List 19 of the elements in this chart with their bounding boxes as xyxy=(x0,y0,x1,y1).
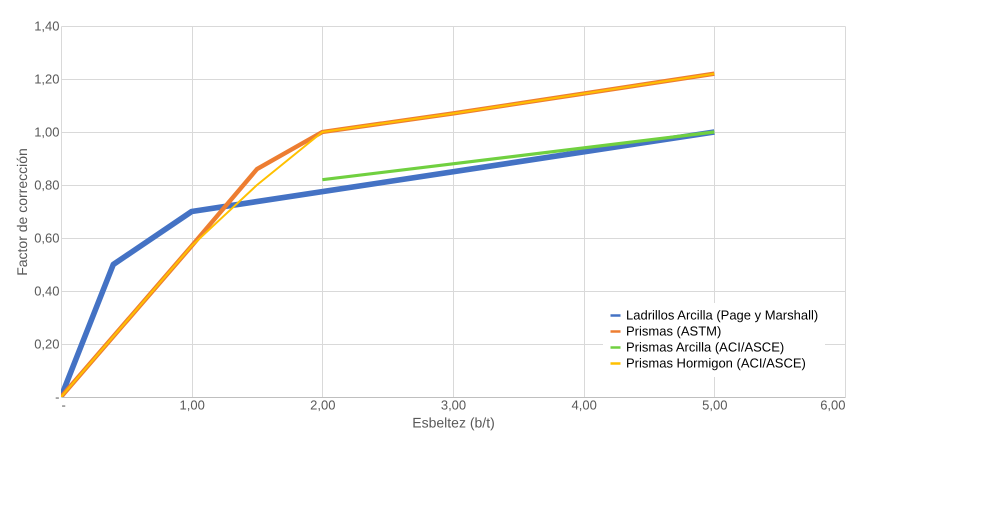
y-tick-label: 1,20 xyxy=(34,72,60,86)
x-tick-label: 3,00 xyxy=(440,398,466,412)
x-tick-label: 4,00 xyxy=(572,398,597,412)
y-axis-title: Factor de corrección xyxy=(14,148,30,276)
y-tick-label: 1,40 xyxy=(34,18,60,34)
y-tick-label: 0,20 xyxy=(34,336,60,352)
legend-label: Ladrillos Arcilla (Page y Marshall) xyxy=(626,308,818,322)
x-tick-label: 1,00 xyxy=(180,398,205,412)
legend-label: Prismas Arcilla (ACI/ASCE) xyxy=(626,340,784,354)
y-tick-label: 1,00 xyxy=(34,124,60,140)
legend-label: Prismas (ASTM) xyxy=(626,324,722,338)
x-tick-label: 5,00 xyxy=(702,398,728,412)
y-tick-label: 0,60 xyxy=(34,230,60,246)
x-tick-label: 2,00 xyxy=(310,398,336,412)
x-axis-title: Esbeltez (b/t) xyxy=(412,414,495,430)
y-tick-label: 0,40 xyxy=(34,284,60,298)
y-tick-label: 0,80 xyxy=(34,178,60,192)
x-tick-label: 6,00 xyxy=(820,398,846,412)
legend-label: Prismas Hormigon (ACI/ASCE) xyxy=(626,356,806,370)
